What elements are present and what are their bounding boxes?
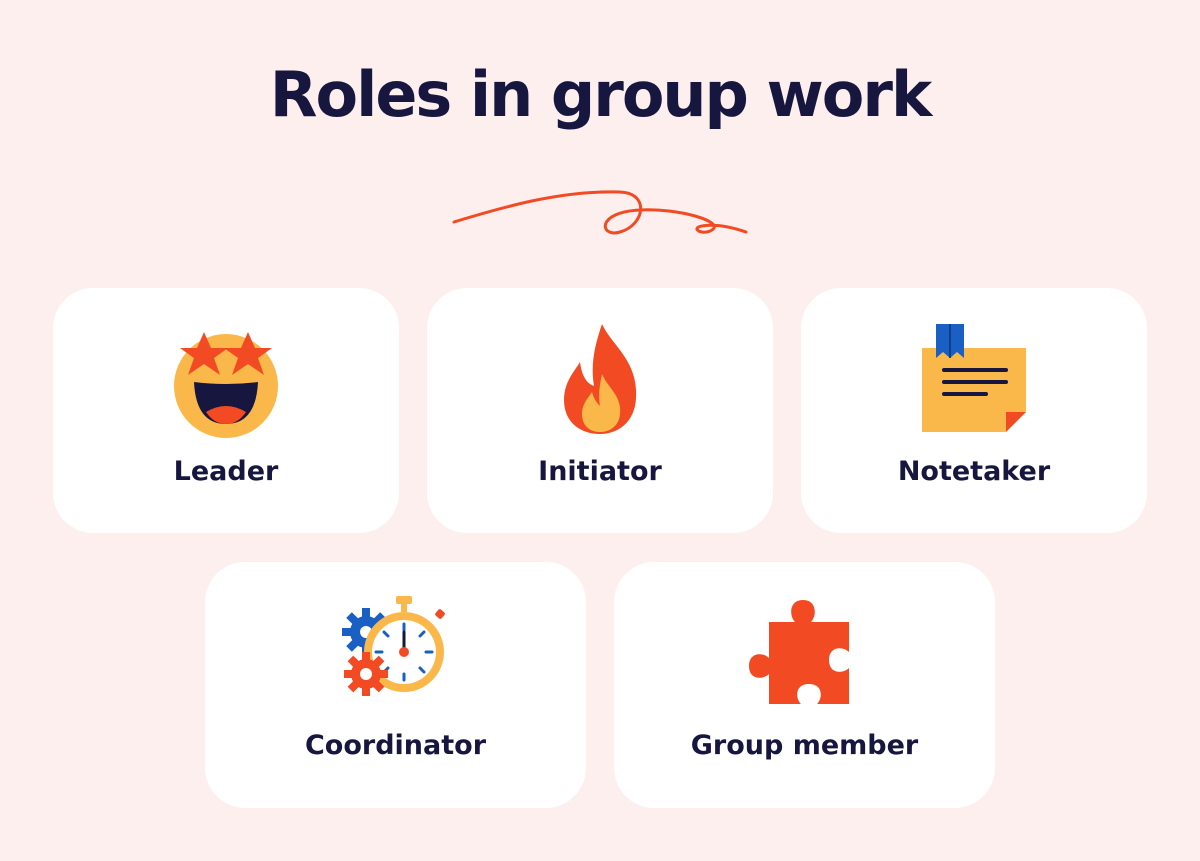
role-label-initiator: Initiator (538, 456, 662, 487)
puzzle-piece-icon (748, 600, 849, 704)
role-label-coordinator: Coordinator (304, 730, 487, 761)
role-card-initiator: Initiator (427, 288, 773, 533)
role-card-group-member: Group member (614, 562, 995, 808)
star-struck-face-icon (174, 332, 278, 438)
fire-icon (564, 324, 637, 434)
role-label-notetaker: Notetaker (897, 456, 1051, 487)
gears-stopwatch-icon (341, 596, 445, 696)
role-card-leader: Leader (53, 288, 399, 533)
role-card-notetaker: Notetaker (801, 288, 1147, 533)
role-label-group-member: Group member (690, 730, 919, 761)
role-card-coordinator: Coordinator (205, 562, 586, 808)
sticky-note-icon (922, 324, 1026, 432)
decorative-squiggle (452, 190, 748, 235)
role-label-leader: Leader (173, 456, 279, 487)
page-title: Roles in group work (269, 58, 932, 131)
